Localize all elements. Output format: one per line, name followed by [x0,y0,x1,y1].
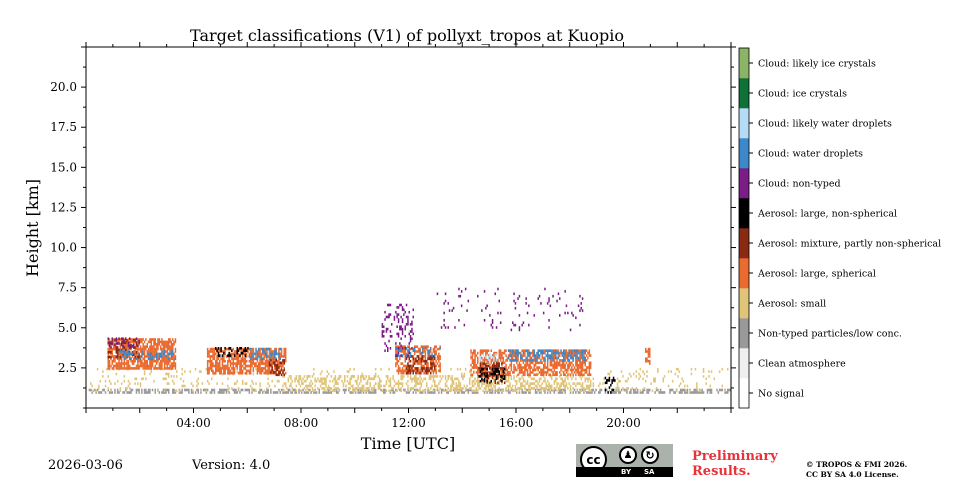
x-tick-label: 16:00 [499,416,534,430]
legend-label: Cloud: non-typed [758,179,841,190]
heatmap-region [268,359,285,377]
legend-swatch [739,288,749,319]
cc-badge-band [576,467,673,477]
by-person-icon: ♟ [619,446,637,464]
legend-label: Cloud: likely water droplets [758,119,892,130]
legend-label: Aerosol: large, non-spherical [757,209,897,220]
legend-swatch [739,318,749,349]
y-tick-label: 15.0 [50,160,77,174]
heatmap-region [215,347,249,357]
colorbar-frame [738,47,750,409]
y-tick-label: 7.5 [58,281,77,295]
heatmap-region [119,350,177,361]
x-tick-label: 20:00 [606,416,641,430]
heatmap-region [645,347,651,365]
x-tick-label: 12:00 [391,416,426,430]
y-axis: 2.5 5.0 7.5 10.0 12.5 15.0 17.5 20.0 [50,46,736,409]
preliminary-line-1: Preliminary [692,449,778,464]
cc-icon-text: cc [586,452,601,467]
heatmap-region [381,303,414,357]
heatmap-region [436,287,584,332]
legend-swatch [739,48,749,79]
y-axis-label: Height [km] [23,179,42,277]
heatmap-region [282,375,592,393]
legend-swatch [739,348,749,379]
colorbar-legend: No signal Clean atmosphere Non-typed parti… [738,47,941,409]
legend-swatch [739,168,749,199]
y-tick-label: 2.5 [58,361,77,375]
x-tick-label: 08:00 [284,416,319,430]
copyright-line-1: © TROPOS & FMI 2026. [806,460,908,469]
heatmap-region [248,347,281,361]
y-tick-label: 17.5 [50,120,77,134]
heatmap-region [470,353,498,364]
legend-swatch [739,258,749,289]
legend-label: Cloud: ice crystals [758,89,847,100]
legend-swatch [739,228,749,259]
legend-swatch [739,108,749,139]
by-label: BY [621,468,632,476]
legend-label: Aerosol: small [757,299,826,310]
legend-label: Aerosol: large, spherical [757,269,876,280]
y-tick-label: 20.0 [50,80,77,94]
heatmap-region [478,367,506,383]
legend-label: Cloud: likely ice crystals [758,59,876,70]
date-label: 2026-03-06 [48,458,123,473]
plot-area: 04:00 08:00 12:00 16:00 20:00 2.5 5.0 7.5 10.0 1… [50,42,736,430]
legend-label: Cloud: water droplets [758,149,863,160]
chart-title: Target classifications (V1) of pollyxt_t… [190,26,624,45]
heatmap-region [395,347,441,357]
x-axis: 04:00 08:00 12:00 16:00 20:00 [85,42,732,430]
legend-label: Aerosol: mixture, partly non-spherical [757,239,941,250]
sa-recycle-icon: ↻ [641,446,659,464]
cc-license-badge: cc ♟ ↻ BY SA [576,444,673,477]
legend-label: Non-typed particles/low conc. [758,329,902,340]
x-axis-label: Time [UTC] [361,434,455,453]
y-tick-label: 10.0 [50,241,77,255]
preliminary-line-2: Results. [692,464,751,479]
heatmap-region [507,349,586,362]
legend-label: Clean atmosphere [758,359,846,370]
copyright-line-2: CC BY SA 4.0 License. [806,470,899,479]
y-tick-label: 12.5 [50,200,77,214]
preliminary-results-note: Preliminary Results. [692,449,778,479]
legend-swatch [739,138,749,169]
heatmap-region [107,337,140,348]
legend-swatch [739,198,749,229]
x-tick-label: 04:00 [176,416,211,430]
version-label: Version: 4.0 [192,458,271,473]
legend-swatch [739,378,749,409]
legend-swatch [739,78,749,109]
sa-label: SA [644,468,655,476]
heatmap-region [405,355,436,375]
y-tick-label: 5.0 [58,321,77,335]
heatmap-region [604,376,616,394]
heatmap [88,287,732,394]
legend-label: No signal [758,389,804,400]
copyright-note: © TROPOS & FMI 2026. CC BY SA 4.0 Licens… [806,460,907,480]
